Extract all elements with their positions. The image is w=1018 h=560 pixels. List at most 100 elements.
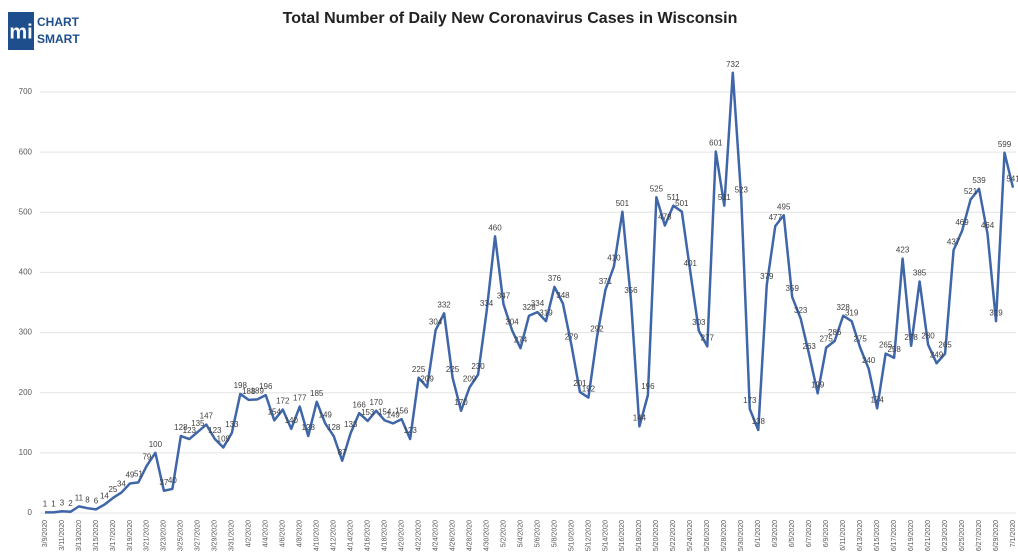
data-label: 170 (369, 398, 383, 407)
data-label: 347 (497, 291, 511, 300)
x-tick-label: 4/16/2020 (365, 520, 372, 551)
x-tick-label: 6/11/2020 (840, 520, 847, 551)
data-label: 79 (142, 453, 151, 462)
data-label: 523 (735, 186, 749, 195)
data-label: 230 (471, 362, 485, 371)
data-label: 49 (125, 471, 134, 480)
x-tick-label: 3/19/2020 (127, 520, 134, 551)
data-label: 511 (718, 193, 731, 202)
x-tick-label: 5/12/2020 (585, 520, 592, 551)
data-label: 123 (403, 426, 417, 435)
x-tick-label: 3/25/2020 (178, 520, 185, 551)
x-tick-label: 4/22/2020 (415, 520, 422, 551)
data-label: 249 (930, 350, 944, 359)
x-tick-label: 6/25/2020 (959, 520, 966, 551)
data-label: 319 (845, 308, 859, 317)
y-tick-label: 700 (19, 87, 33, 96)
data-label: 280 (921, 332, 935, 341)
data-label: 401 (684, 259, 698, 268)
x-tick-label: 4/14/2020 (348, 520, 355, 551)
x-tick-label: 5/10/2020 (568, 520, 575, 551)
data-label: 225 (412, 365, 426, 374)
data-label: 149 (386, 410, 400, 419)
x-tick-label: 6/3/2020 (772, 520, 779, 547)
data-label: 14 (100, 492, 109, 501)
data-label: 477 (769, 213, 783, 222)
x-tick-label: 3/13/2020 (76, 520, 83, 551)
x-tick-label: 3/31/2020 (229, 520, 236, 551)
x-tick-label: 6/23/2020 (942, 520, 949, 551)
x-tick-label: 5/22/2020 (670, 520, 677, 551)
data-label: 599 (998, 140, 1012, 149)
x-tick-label: 6/15/2020 (874, 520, 881, 551)
x-tick-label: 3/21/2020 (144, 520, 151, 551)
data-label: 521 (964, 187, 978, 196)
chart-title: Total Number of Daily New Coronavirus Ca… (283, 10, 738, 27)
data-label: 334 (480, 299, 494, 308)
data-label: 225 (446, 365, 460, 374)
data-label: 478 (658, 213, 672, 222)
data-label: 525 (650, 184, 664, 193)
x-tick-label: 3/17/2020 (110, 520, 117, 551)
x-tick-label: 4/2/2020 (246, 520, 253, 547)
data-label: 133 (225, 420, 239, 429)
data-label: 123 (183, 426, 197, 435)
data-label: 348 (556, 291, 570, 300)
x-tick-label: 4/24/2020 (432, 520, 439, 551)
data-label: 3 (60, 498, 65, 507)
x-tick-label: 6/9/2020 (823, 520, 830, 547)
y-tick-label: 200 (19, 388, 33, 397)
x-tick-label: 4/10/2020 (314, 520, 321, 551)
data-line (45, 71, 1015, 514)
data-label: 37 (159, 478, 168, 487)
data-label: 25 (108, 485, 117, 494)
x-tick-label: 4/12/2020 (331, 520, 338, 551)
data-label: 319 (539, 308, 553, 317)
data-label: 123 (208, 426, 222, 435)
data-label: 172 (276, 397, 290, 406)
x-tick-label: 4/8/2020 (297, 520, 304, 547)
data-label: 209 (420, 374, 434, 383)
y-tick-label: 0 (28, 508, 33, 517)
data-label: 198 (234, 381, 248, 390)
x-tick-label: 4/30/2020 (483, 520, 490, 551)
data-label: 495 (777, 202, 791, 211)
x-tick-label: 4/26/2020 (449, 520, 456, 551)
data-label: 539 (972, 176, 986, 185)
data-label: 156 (395, 406, 409, 415)
logo-mark: mi (9, 21, 32, 43)
data-label: 371 (599, 277, 613, 286)
data-label: 192 (582, 385, 596, 394)
logo-text: CHART (37, 15, 80, 29)
data-label: 501 (675, 199, 689, 208)
data-label: 209 (463, 374, 477, 383)
logo-box (8, 12, 34, 50)
x-tick-label: 6/19/2020 (908, 520, 915, 551)
logo-text: SMART (37, 32, 80, 46)
x-tick-label: 3/11/2020 (59, 520, 66, 551)
data-label: 6 (94, 497, 99, 506)
x-tick-label: 5/20/2020 (653, 520, 660, 551)
data-label: 732 (726, 60, 740, 69)
data-label: 153 (361, 408, 375, 417)
data-label: 51 (134, 469, 143, 478)
data-label: 133 (344, 420, 358, 429)
x-tick-label: 4/4/2020 (263, 520, 270, 547)
data-label: 323 (794, 306, 808, 315)
data-label: 469 (955, 218, 969, 227)
data-label: 304 (505, 317, 519, 326)
data-label: 279 (565, 332, 579, 341)
data-label: 274 (514, 335, 528, 344)
x-tick-label: 5/14/2020 (602, 520, 609, 551)
data-label: 410 (607, 254, 621, 263)
x-tick-label: 5/4/2020 (517, 520, 524, 547)
x-tick-label: 5/16/2020 (619, 520, 626, 551)
data-label: 601 (709, 139, 723, 148)
data-label: 128 (302, 423, 316, 432)
data-label: 196 (641, 382, 655, 391)
data-label: 265 (938, 341, 952, 350)
x-tick-label: 5/24/2020 (687, 520, 694, 551)
data-label: 11 (75, 493, 84, 502)
data-label: 188 (242, 387, 256, 396)
data-label: 304 (429, 317, 443, 326)
